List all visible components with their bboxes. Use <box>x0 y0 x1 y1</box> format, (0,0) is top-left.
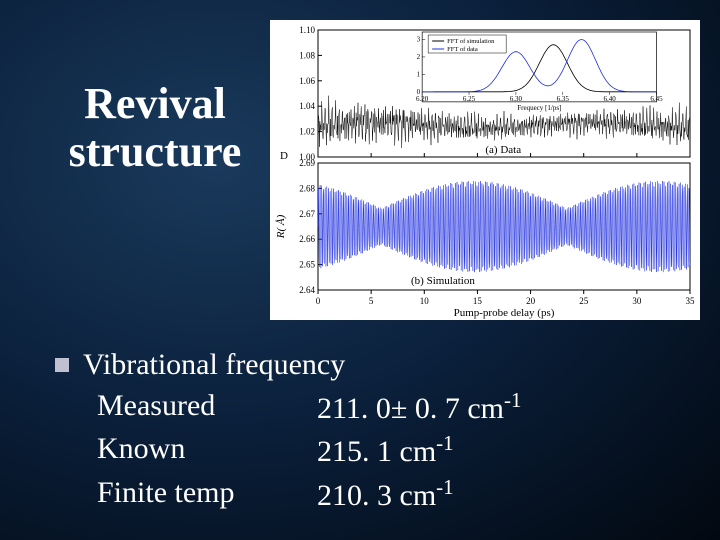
svg-text:1.02: 1.02 <box>299 127 315 137</box>
svg-text:(a) Data: (a) Data <box>485 144 521 156</box>
svg-text:2.66: 2.66 <box>299 234 315 244</box>
svg-text:1.10: 1.10 <box>299 25 315 35</box>
svg-text:6.30: 6.30 <box>510 95 523 103</box>
svg-text:FFT of data: FFT of data <box>447 46 478 53</box>
svg-text:6.20: 6.20 <box>416 95 429 103</box>
svg-text:D: D <box>280 150 288 162</box>
freq-row-known: Known 215. 1 cm-1 <box>97 429 522 473</box>
row-value: 215. 1 cm-1 <box>317 429 454 473</box>
row-value: 211. 0± 0. 7 cm-1 <box>317 386 522 430</box>
bullet-heading: Vibrational frequency <box>83 348 345 381</box>
row-label: Finite temp <box>97 473 317 517</box>
title-line-1: Revival <box>84 79 226 128</box>
title-line-2: structure <box>69 127 242 176</box>
row-value: 210. 3 cm-1 <box>317 473 454 517</box>
svg-text:6.45: 6.45 <box>650 95 663 103</box>
svg-text:1.04: 1.04 <box>299 101 315 111</box>
row-label: Known <box>97 429 317 473</box>
svg-text:0: 0 <box>417 88 421 96</box>
svg-text:30: 30 <box>632 296 642 306</box>
svg-text:2.69: 2.69 <box>299 158 315 168</box>
svg-text:2.68: 2.68 <box>299 183 315 193</box>
svg-text:6.40: 6.40 <box>604 95 617 103</box>
svg-text:(b) Simulation: (b) Simulation <box>411 275 475 287</box>
freq-row-measured: Measured 211. 0± 0. 7 cm-1 <box>97 386 522 430</box>
svg-text:3: 3 <box>417 35 421 43</box>
svg-text:1.06: 1.06 <box>299 76 315 86</box>
svg-text:R( Å): R( Å) <box>275 214 287 239</box>
svg-text:1: 1 <box>417 70 421 78</box>
bullet-heading-row: Vibrational frequency <box>55 345 522 386</box>
svg-text:2.64: 2.64 <box>299 285 315 295</box>
svg-text:2: 2 <box>417 53 421 61</box>
svg-text:Frequecy [1/ps]: Frequecy [1/ps] <box>517 104 561 112</box>
svg-text:6.35: 6.35 <box>557 95 570 103</box>
svg-text:FFT of simulation: FFT of simulation <box>447 38 495 45</box>
row-label: Measured <box>97 386 317 430</box>
bullet-content: Vibrational frequency Measured 211. 0± 0… <box>55 345 522 516</box>
slide-title: Revival structure <box>55 80 255 177</box>
svg-text:1.08: 1.08 <box>299 50 315 60</box>
bullet-icon <box>55 358 69 372</box>
svg-text:6.25: 6.25 <box>463 95 476 103</box>
svg-text:0: 0 <box>316 296 321 306</box>
svg-text:2.65: 2.65 <box>299 260 315 270</box>
svg-text:Pump-probe delay (ps): Pump-probe delay (ps) <box>454 307 555 319</box>
freq-row-finite: Finite temp 210. 3 cm-1 <box>97 473 522 517</box>
svg-text:15: 15 <box>473 296 483 306</box>
svg-text:20: 20 <box>526 296 536 306</box>
svg-text:2.67: 2.67 <box>299 209 315 219</box>
svg-text:5: 5 <box>369 296 374 306</box>
svg-text:35: 35 <box>686 296 696 306</box>
svg-text:10: 10 <box>420 296 430 306</box>
svg-text:25: 25 <box>579 296 589 306</box>
chart-figure: 1.001.021.041.061.081.10(a) DataD6.206.2… <box>270 20 700 320</box>
